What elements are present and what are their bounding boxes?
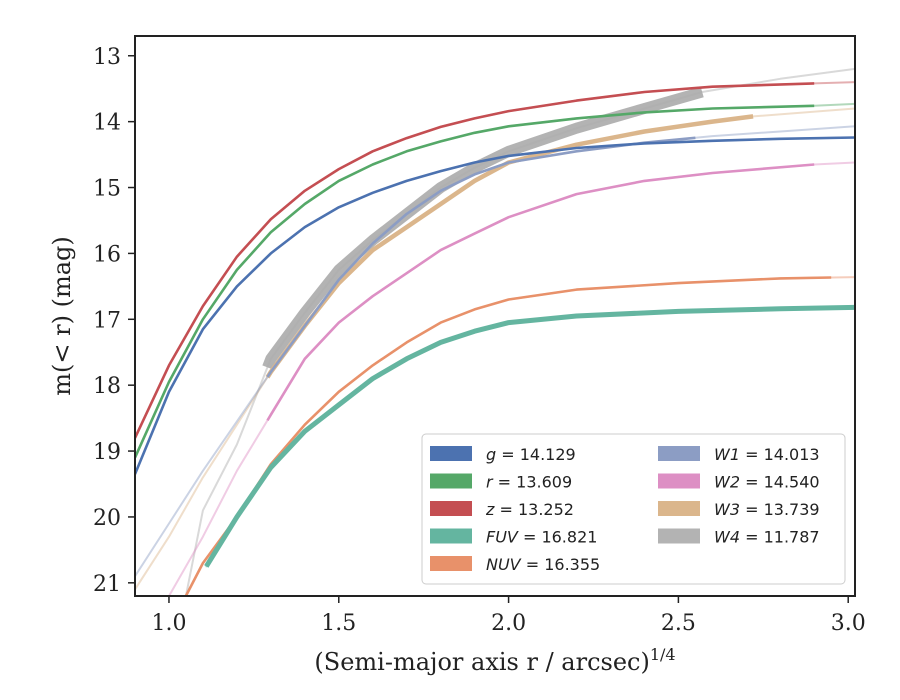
- legend-swatch-fuv: [430, 528, 472, 544]
- series-g-line: [135, 136, 855, 475]
- y-tick-label: 19: [93, 440, 121, 465]
- legend-swatch-w3: [658, 501, 700, 516]
- legend-label-fuv: FUV = 16.821: [486, 528, 597, 547]
- x-axis-label: (Semi-major axis r / arcsec)1/4: [314, 645, 675, 676]
- x-tick-label: 2.5: [661, 611, 696, 636]
- plot-frame: [134, 35, 856, 597]
- series-r-line: [135, 104, 815, 459]
- legend-swatch-w2: [658, 473, 700, 489]
- y-tick-label: 18: [93, 374, 121, 399]
- series-fuv-line: [204, 304, 855, 568]
- y-axis: 13 14 15 16 17 18 19 20 21: [93, 45, 135, 597]
- legend-swatch-r: [430, 473, 472, 489]
- series-layer: [135, 67, 855, 596]
- series-w4-line: [262, 86, 704, 370]
- y-tick-label: 16: [93, 242, 121, 267]
- y-axis-label: m(< r) (mag): [48, 236, 76, 395]
- x-tick-label: 1.0: [151, 611, 186, 636]
- legend-swatch-z: [430, 501, 472, 516]
- legend-label-w4: W4 = 11.787: [714, 528, 820, 547]
- legend-label-w3: W3 = 13.739: [714, 500, 820, 519]
- y-tick-label: 13: [93, 45, 121, 70]
- x-axis: 1.0 1.5 2.0 2.5 3.0: [151, 596, 866, 636]
- legend-swatch-nuv: [430, 556, 472, 571]
- y-tick-label: 14: [93, 111, 121, 136]
- legend: g = 14.129 r = 13.609 z = 13.252 FUV = 16.8…: [421, 433, 846, 585]
- legend-box: [421, 433, 846, 585]
- y-tick-label: 15: [93, 177, 121, 202]
- series-w2-line: [266, 163, 815, 422]
- y-tick-label: 21: [93, 572, 121, 597]
- x-tick-label: 3.0: [831, 611, 866, 636]
- series-z-line: [135, 82, 815, 439]
- y-tick-label: 20: [93, 506, 121, 531]
- x-tick-label: 1.5: [321, 611, 356, 636]
- legend-label-r: r = 13.609: [486, 473, 572, 492]
- series-w1-line: [266, 136, 696, 378]
- legend-label-w1: W1 = 14.013: [714, 445, 820, 464]
- legend-swatch-w4: [658, 528, 700, 544]
- legend-label-z: z = 13.252: [485, 500, 574, 519]
- x-tick-label: 2.0: [491, 611, 526, 636]
- legend-swatch-g: [430, 446, 472, 461]
- y-tick-label: 17: [93, 308, 121, 333]
- legend-swatch-w1: [658, 446, 700, 461]
- legend-label-nuv: NUV = 16.355: [486, 555, 600, 574]
- legend-label-w2: W2 = 14.540: [714, 473, 820, 492]
- legend-label-g: g = 14.129: [486, 445, 576, 464]
